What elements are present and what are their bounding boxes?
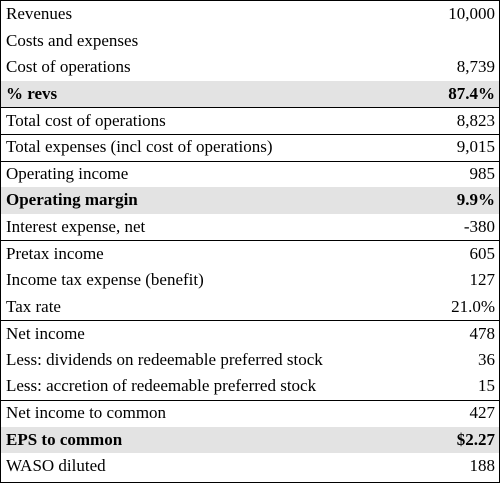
- row-value: 188: [469, 456, 496, 476]
- row-operating-income: Operating income 985: [1, 160, 499, 188]
- row-value: 985: [469, 164, 496, 184]
- row-value: 8,823: [456, 110, 495, 130]
- row-label: % revs: [6, 83, 58, 103]
- row-accretion-preferred: Less: accretion of redeemable preferred …: [1, 373, 499, 400]
- row-dividends-preferred: Less: dividends on redeemable preferred …: [1, 347, 499, 374]
- row-costs-and-expenses: Costs and expenses: [1, 28, 499, 55]
- row-tax-rate: Tax rate 21.0%: [1, 294, 499, 321]
- row-value: -380: [463, 216, 495, 236]
- row-label: EPS to common: [6, 429, 123, 449]
- row-label: Total cost of operations: [6, 110, 166, 130]
- row-label: Cost of operations: [6, 57, 131, 77]
- row-value: 478: [469, 323, 496, 343]
- row-value: 15: [478, 376, 495, 396]
- row-label: Interest expense, net: [6, 216, 146, 236]
- row-value: 21.0%: [451, 296, 495, 316]
- row-label: Tax rate: [6, 296, 61, 316]
- row-revenues: Revenues 10,000: [1, 1, 499, 28]
- row-label: Revenues: [6, 4, 73, 23]
- row-pct-revs: % revs 87.4%: [1, 80, 499, 108]
- row-operating-margin: Operating margin 9.9%: [1, 187, 499, 214]
- row-label: Operating margin: [6, 190, 138, 210]
- row-value: 10,000: [448, 4, 495, 23]
- row-label: Less: dividends on redeemable preferred …: [6, 349, 323, 369]
- row-interest-expense: Interest expense, net -380: [1, 214, 499, 241]
- row-total-expenses: Total expenses (incl cost of operations)…: [1, 133, 499, 161]
- row-value: $2.27: [456, 429, 495, 449]
- row-waso-diluted: WASO diluted 188: [1, 453, 499, 480]
- row-value: 605: [469, 243, 496, 263]
- row-value: 427: [469, 403, 496, 423]
- row-value: 127: [469, 269, 496, 289]
- row-label: Total expenses (incl cost of operations): [6, 137, 273, 157]
- row-value: 9.9%: [456, 190, 495, 210]
- row-cost-of-operations: Cost of operations 8,739: [1, 54, 499, 81]
- row-eps-to-common: EPS to common $2.27: [1, 426, 499, 454]
- row-net-income-to-common: Net income to common 427: [1, 399, 499, 427]
- row-value: 87.4%: [448, 83, 495, 103]
- row-label: Net income: [6, 323, 85, 343]
- row-value: 9,015: [456, 137, 495, 157]
- row-value: 8,739: [456, 57, 495, 77]
- row-value: 36: [478, 349, 495, 369]
- row-label: Less: accretion of redeemable preferred …: [6, 376, 317, 396]
- row-income-tax-expense: Income tax expense (benefit) 127: [1, 267, 499, 294]
- row-label: Costs and expenses: [6, 30, 139, 50]
- row-label: Operating income: [6, 164, 129, 184]
- row-label: WASO diluted: [6, 456, 106, 476]
- row-net-income: Net income 478: [1, 320, 499, 347]
- row-label: Pretax income: [6, 243, 104, 263]
- row-total-cost-of-operations: Total cost of operations 8,823: [1, 107, 499, 134]
- row-label: Income tax expense (benefit): [6, 269, 204, 289]
- row-label: Net income to common: [6, 403, 167, 423]
- row-pretax-income: Pretax income 605: [1, 240, 499, 267]
